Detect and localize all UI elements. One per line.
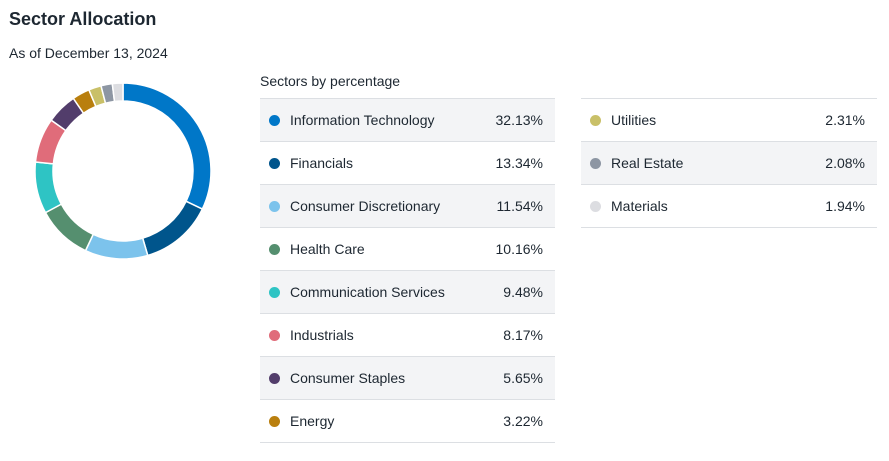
sector-name: Utilities [611,112,657,128]
table-row: Consumer Staples 5.65% [260,357,555,400]
donut-slice-communication-services[interactable] [34,161,63,214]
sector-name: Energy [290,413,335,429]
sector-percent: 9.48% [503,284,543,300]
sector-percent: 10.16% [495,241,543,257]
table-row: Energy 3.22% [260,400,555,443]
donut-slice-health-care[interactable] [44,203,95,252]
donut-slice-consumer-discretionary[interactable] [84,233,149,260]
donut-slice-financials[interactable] [141,200,204,257]
sector-name: Consumer Discretionary [290,198,441,214]
legend-swatch [269,200,280,212]
table-row: Information Technology 32.13% [260,99,555,142]
donut-slice-information-technology[interactable] [122,82,212,211]
donut-slice-materials[interactable] [111,82,124,103]
sector-name: Communication Services [290,284,445,300]
legend-swatch [269,157,280,169]
sector-percent: 2.08% [825,155,865,171]
legend-swatch [269,114,280,126]
sector-name: Financials [290,155,354,171]
legend-swatch [590,157,601,169]
table-row: Materials 1.94% [581,185,877,228]
as-of-date: As of December 13, 2024 [9,45,168,61]
sector-table-left: Information Technology 32.13% Financials 13… [260,98,555,443]
sector-percent: 13.34% [495,155,543,171]
sector-name: Information Technology [290,112,435,128]
sector-percent: 32.13% [495,112,543,128]
table-row: Consumer Discretionary 11.54% [260,185,555,228]
sector-percent: 2.31% [825,112,865,128]
sector-name: Real Estate [611,155,684,171]
sector-table-right: Utilities 2.31% Real Estate 2.08% Materials 1… [581,98,877,228]
sector-percent: 1.94% [825,198,865,214]
table-caption: Sectors by percentage [260,73,401,89]
table-row: Real Estate 2.08% [581,142,877,185]
legend-swatch [590,114,601,126]
table-row: Health Care 10.16% [260,228,555,271]
sector-percent: 8.17% [503,327,543,343]
sector-percent: 3.22% [503,413,543,429]
page-title: Sector Allocation [9,9,157,29]
table-row: Industrials 8.17% [260,314,555,357]
sector-name: Materials [611,198,668,214]
legend-swatch [269,243,280,255]
sector-donut-chart [34,82,212,260]
sector-name: Industrials [290,327,354,343]
legend-swatch [590,200,601,212]
table-row: Financials 13.34% [260,142,555,185]
sector-percent: 11.54% [496,198,543,214]
legend-swatch [269,329,280,341]
table-row: Utilities 2.31% [581,99,877,142]
sector-percent: 5.65% [503,370,543,386]
legend-swatch [269,286,280,298]
sector-name: Consumer Staples [290,370,406,386]
legend-swatch [269,415,280,427]
table-row: Communication Services 9.48% [260,271,555,314]
sector-name: Health Care [290,241,365,257]
legend-swatch [269,372,280,384]
